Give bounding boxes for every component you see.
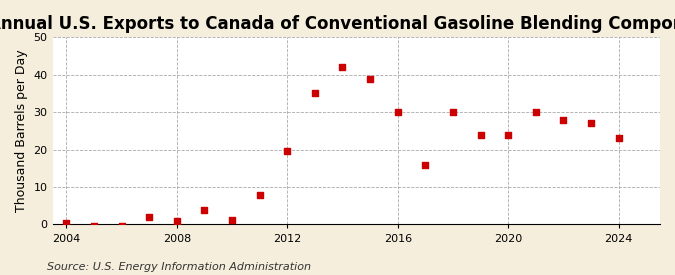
Point bbox=[586, 121, 597, 126]
Point bbox=[61, 221, 72, 226]
Point bbox=[392, 110, 403, 114]
Point bbox=[199, 207, 210, 212]
Point bbox=[227, 218, 238, 222]
Text: Source: U.S. Energy Information Administration: Source: U.S. Energy Information Administ… bbox=[47, 262, 311, 271]
Point bbox=[282, 149, 293, 154]
Point bbox=[88, 224, 99, 229]
Point bbox=[116, 223, 127, 228]
Point bbox=[420, 163, 431, 167]
Point bbox=[475, 133, 486, 137]
Point bbox=[531, 110, 541, 114]
Point bbox=[448, 110, 458, 114]
Point bbox=[254, 192, 265, 197]
Point bbox=[171, 219, 182, 223]
Point bbox=[337, 65, 348, 70]
Title: Annual U.S. Exports to Canada of Conventional Gasoline Blending Components: Annual U.S. Exports to Canada of Convent… bbox=[0, 15, 675, 33]
Y-axis label: Thousand Barrels per Day: Thousand Barrels per Day bbox=[15, 50, 28, 212]
Point bbox=[613, 136, 624, 141]
Point bbox=[503, 133, 514, 137]
Point bbox=[364, 76, 375, 81]
Point bbox=[309, 91, 320, 96]
Point bbox=[558, 117, 569, 122]
Point bbox=[144, 215, 155, 219]
